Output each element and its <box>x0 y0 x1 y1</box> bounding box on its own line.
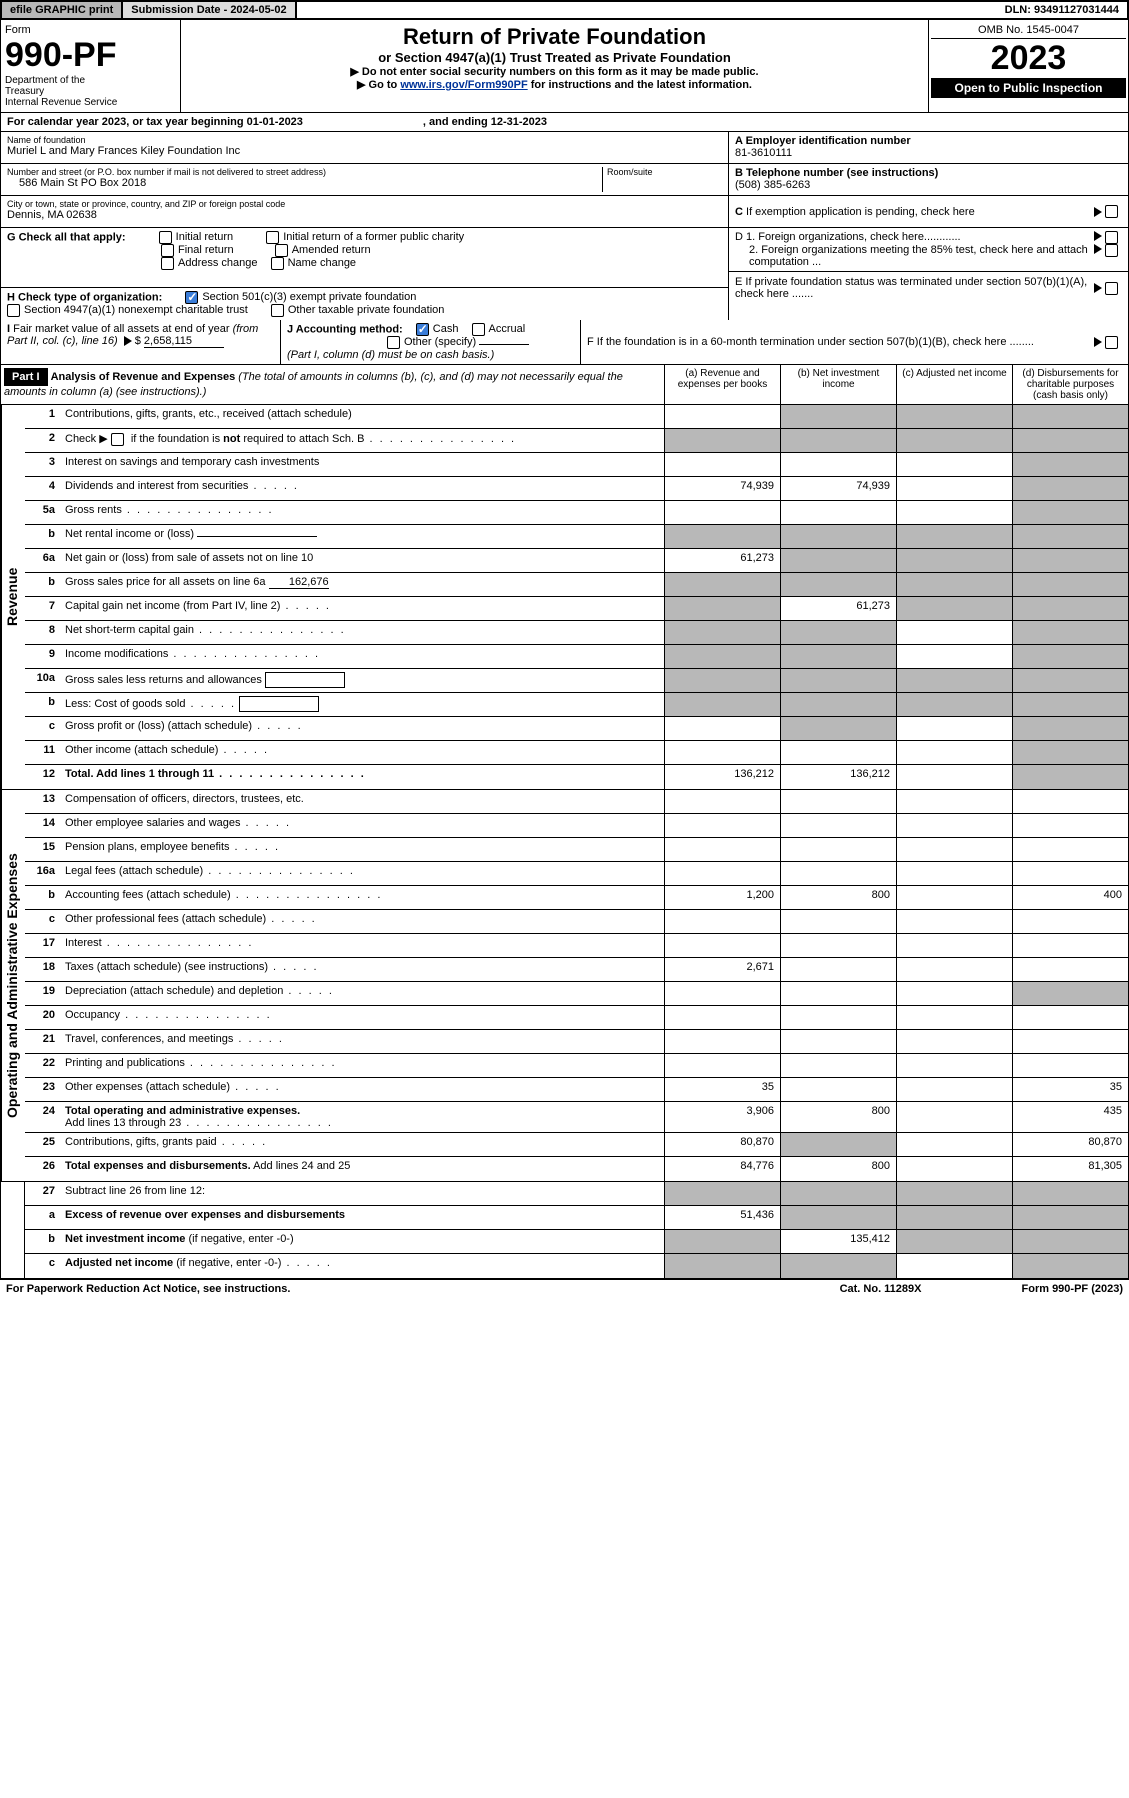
h-label: H Check type of organization: <box>7 291 162 303</box>
form-number: 990-PF <box>5 36 176 75</box>
amended-return-checkbox[interactable] <box>275 244 288 257</box>
arrow-icon <box>1094 244 1102 254</box>
top-bar: efile GRAPHIC print Submission Date - 20… <box>0 0 1129 20</box>
irs-link[interactable]: www.irs.gov/Form990PF <box>400 79 527 91</box>
part1-label: Part I <box>4 368 48 386</box>
address-change-checkbox[interactable] <box>161 257 174 270</box>
col-c-header: (c) Adjusted net income <box>896 365 1012 404</box>
dept-treasury: Department of theTreasuryInternal Revenu… <box>5 75 176 108</box>
f-label: F If the foundation is in a 60-month ter… <box>587 336 1091 348</box>
d1-label: D 1. Foreign organizations, check here..… <box>735 231 1091 244</box>
submission-date: Submission Date - 2024-05-02 <box>123 2 296 18</box>
col-d-header: (d) Disbursements for charitable purpose… <box>1012 365 1128 404</box>
method-row: I Fair market value of all assets at end… <box>0 320 1129 365</box>
page-footer: For Paperwork Reduction Act Notice, see … <box>0 1279 1129 1298</box>
4947a1-checkbox[interactable] <box>7 304 20 317</box>
title-sub: or Section 4947(a)(1) Trust Treated as P… <box>185 50 924 65</box>
foundation-name: Muriel L and Mary Frances Kiley Foundati… <box>7 145 722 157</box>
title-main: Return of Private Foundation <box>185 24 924 50</box>
city-state-zip: Dennis, MA 02638 <box>7 209 722 221</box>
revenue-section: Revenue 1Contributions, gifts, grants, e… <box>0 405 1129 790</box>
g-label: G Check all that apply: <box>7 231 126 243</box>
foreign-85-checkbox[interactable] <box>1105 244 1118 257</box>
summary-section: 27Subtract line 26 from line 12: aExcess… <box>0 1182 1129 1279</box>
e-label: E If private foundation status was termi… <box>735 276 1091 300</box>
d2-label: 2. Foreign organizations meeting the 85%… <box>735 244 1091 268</box>
efile-label[interactable]: efile GRAPHIC print <box>2 2 123 18</box>
arrow-icon <box>124 336 132 346</box>
j-note: (Part I, column (d) must be on cash basi… <box>287 349 494 361</box>
arrow-icon <box>1094 231 1102 241</box>
open-public: Open to Public Inspection <box>931 78 1126 98</box>
other-method-checkbox[interactable] <box>387 336 400 349</box>
cat-number: Cat. No. 11289X <box>840 1283 922 1295</box>
exemption-pending-checkbox[interactable] <box>1105 205 1118 218</box>
col-b-header: (b) Net investment income <box>780 365 896 404</box>
status-terminated-checkbox[interactable] <box>1105 282 1118 295</box>
60month-checkbox[interactable] <box>1105 336 1118 349</box>
expenses-section: Operating and Administrative Expenses 13… <box>0 790 1129 1182</box>
dln: DLN: 93491127031444 <box>997 2 1127 18</box>
omb-number: OMB No. 1545-0047 <box>931 22 1126 39</box>
col-a-header: (a) Revenue and expenses per books <box>664 365 780 404</box>
other-taxable-checkbox[interactable] <box>271 304 284 317</box>
room-label: Room/suite <box>607 167 722 177</box>
form-ref: Form 990-PF (2023) <box>1022 1283 1124 1295</box>
ein-label: A Employer identification number <box>735 135 911 147</box>
arrow-icon <box>1094 207 1102 217</box>
note-ssn: ▶ Do not enter social security numbers o… <box>185 65 924 78</box>
initial-return-checkbox[interactable] <box>159 231 172 244</box>
accrual-checkbox[interactable] <box>472 323 485 336</box>
calendar-year-row: For calendar year 2023, or tax year begi… <box>0 113 1129 132</box>
cash-checkbox[interactable] <box>416 323 429 336</box>
501c3-checkbox[interactable] <box>185 291 198 304</box>
part1-title: Analysis of Revenue and Expenses <box>51 371 236 383</box>
name-label: Name of foundation <box>7 135 722 145</box>
entity-info: Name of foundation Muriel L and Mary Fra… <box>0 132 1129 320</box>
addr-label: Number and street (or P.O. box number if… <box>7 167 602 177</box>
form-header: Form 990-PF Department of theTreasuryInt… <box>0 20 1129 113</box>
ein-value: 81-3610111 <box>735 147 792 159</box>
part1-header-row: Part I Analysis of Revenue and Expenses … <box>0 365 1129 405</box>
paperwork-notice: For Paperwork Reduction Act Notice, see … <box>6 1283 290 1295</box>
tax-year: 2023 <box>931 39 1126 78</box>
name-change-checkbox[interactable] <box>271 257 284 270</box>
fmv-value: 2,658,115 <box>144 335 224 348</box>
j-label: J Accounting method: <box>287 323 403 335</box>
phone-value: (508) 385-6263 <box>735 179 810 191</box>
initial-former-checkbox[interactable] <box>266 231 279 244</box>
arrow-icon <box>1094 337 1102 347</box>
revenue-side-label: Revenue <box>1 405 25 789</box>
note-goto: ▶ Go to www.irs.gov/Form990PF for instru… <box>185 78 924 91</box>
city-label: City or town, state or province, country… <box>7 199 722 209</box>
street-address: 586 Main St PO Box 2018 <box>7 177 602 189</box>
foreign-org-checkbox[interactable] <box>1105 231 1118 244</box>
phone-label: B Telephone number (see instructions) <box>735 167 938 179</box>
schB-checkbox[interactable] <box>111 433 124 446</box>
expenses-side-label: Operating and Administrative Expenses <box>1 790 25 1181</box>
arrow-icon <box>1094 283 1102 293</box>
form-label: Form <box>5 24 176 36</box>
final-return-checkbox[interactable] <box>161 244 174 257</box>
